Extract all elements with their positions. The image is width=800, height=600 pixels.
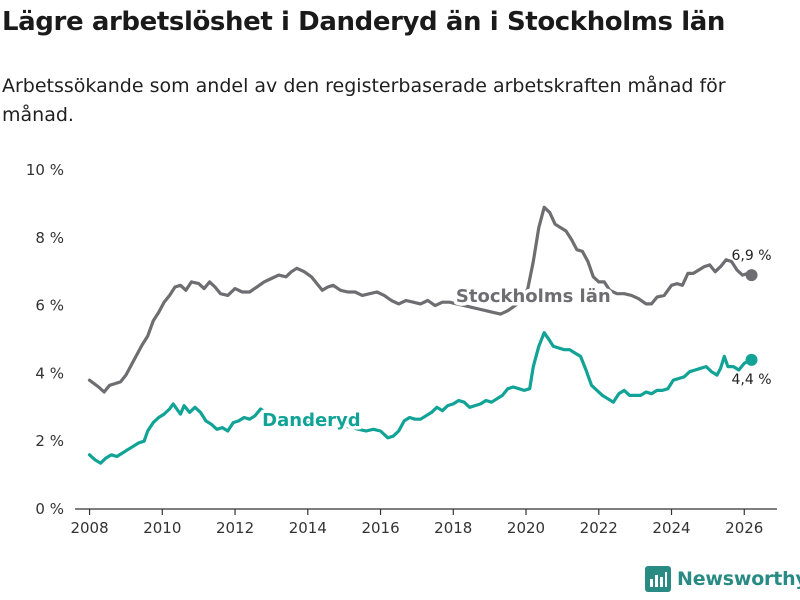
series-name-halo: Stockholms län [456,286,611,307]
bar-chart-logo-icon [645,566,671,592]
series-end-label: 6,9 % [732,248,772,264]
y-tick-label: 6 % [35,297,64,315]
y-tick-label: 10 % [26,161,64,179]
x-axis: 2008 2010 2012 2014 2016 2018 2020 2022 2024 2026 [70,508,777,537]
series-lines [87,205,758,465]
x-tick-label: 2014 [289,519,327,537]
x-tick-label: 2008 [70,519,108,537]
y-tick-label: 8 % [35,229,64,247]
x-tick-label: 2018 [434,519,472,537]
y-tick-label: 4 % [35,364,64,382]
x-tick-label: 2022 [580,519,618,537]
series-end-point [745,353,758,366]
x-tick-label: 2024 [652,519,690,537]
x-tick-label: 2012 [216,519,254,537]
series-name-halo: Danderyd [262,410,361,431]
newsworthy-brand[interactable]: Newsworthy [645,566,800,592]
x-tick-label: 2020 [507,519,545,537]
series-end-label: 4,4 % [732,372,772,388]
brand-name: Newsworthy [677,568,800,590]
x-tick-label: 2026 [725,519,763,537]
y-tick-label: 0 % [35,500,64,518]
series-end-point [745,269,758,282]
x-tick-label: 2010 [143,519,181,537]
series-name-label: Stockholms län [456,286,611,307]
y-axis: 0 % 2 % 4 % 6 % 8 % 10 % [26,161,64,518]
chart-title: Lägre arbetslöshet i Danderyd än i Stock… [2,7,725,37]
series-name-label: Danderyd [262,410,361,431]
x-tick-label: 2016 [361,519,399,537]
chart-subtitle: Arbetssökande som andel av den registerb… [2,75,726,126]
y-tick-label: 2 % [35,432,64,450]
series-line-danderyd [87,331,754,465]
series-line-stockholms-l-n [87,205,754,394]
